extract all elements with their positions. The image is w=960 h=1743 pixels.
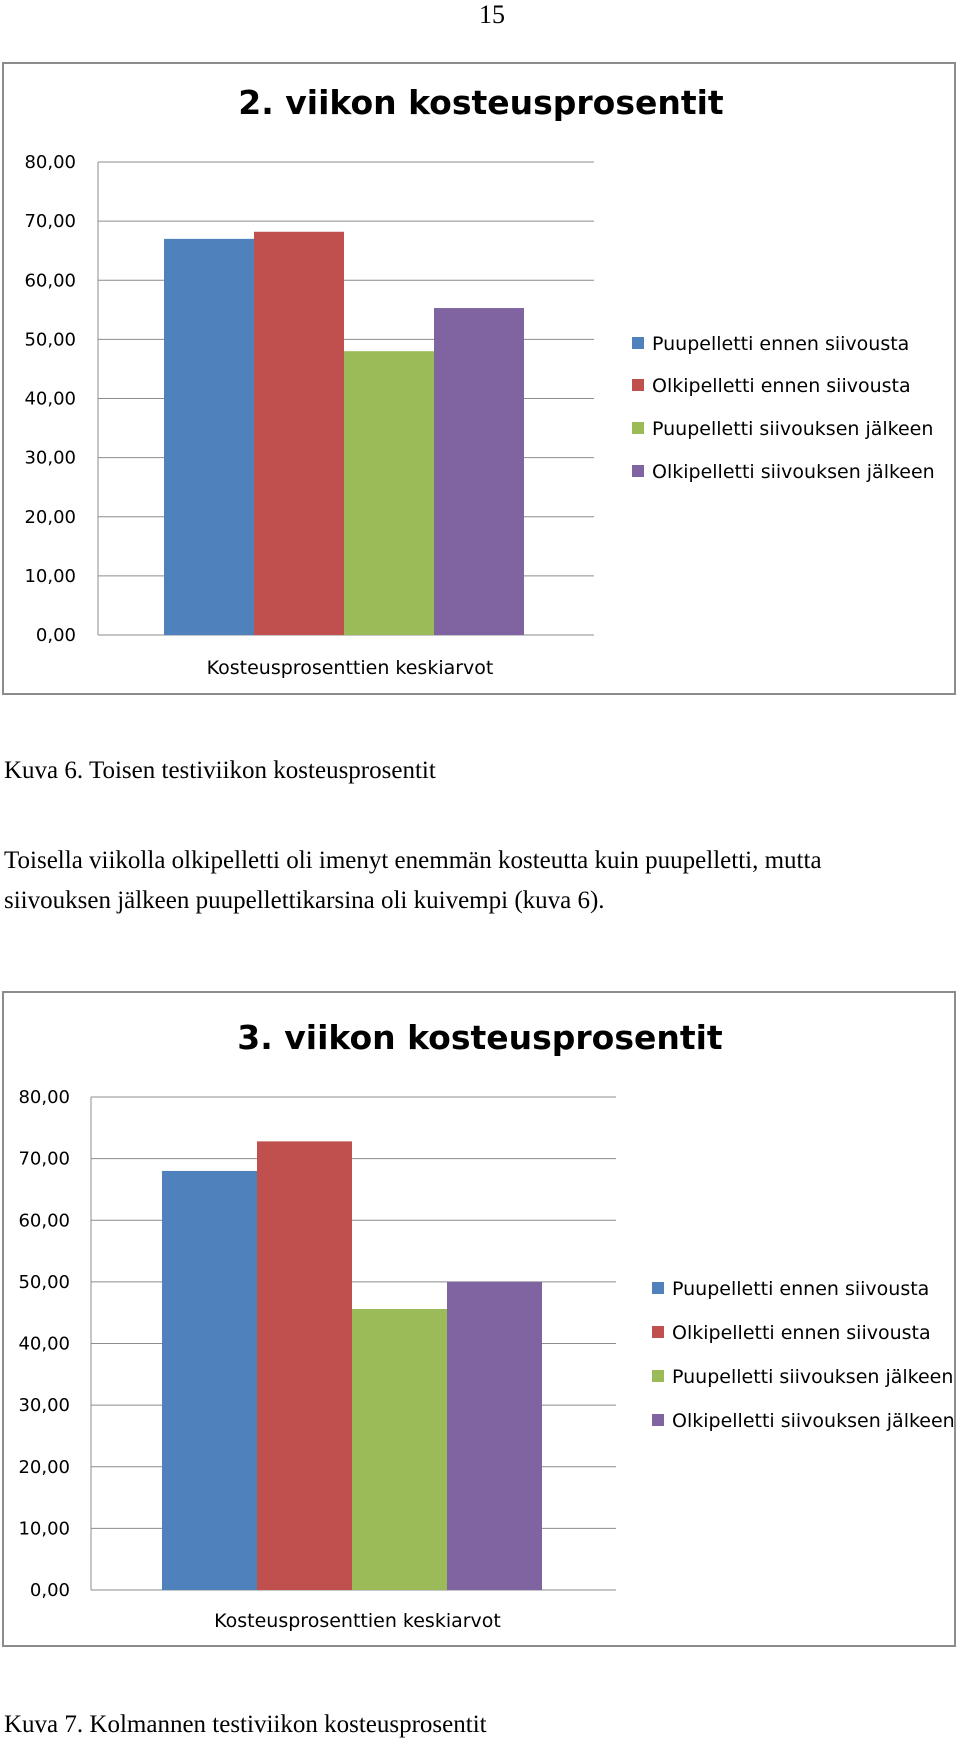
y-tick-label: 70,00 <box>18 1149 70 1170</box>
y-tick-label: 20,00 <box>24 507 76 528</box>
y-tick-label: 30,00 <box>24 448 76 469</box>
legend-swatch-3 <box>632 422 644 434</box>
legend-swatch-4 <box>652 1414 664 1426</box>
bar-series-3 <box>352 1308 447 1590</box>
legend-swatch-1 <box>632 337 644 349</box>
chart-title: 2. viikon kosteusprosentit <box>238 83 724 122</box>
bar-series-2 <box>257 1141 352 1590</box>
legend-label-2: Olkipelletti ennen siivousta <box>652 375 911 397</box>
chart-week2: 2. viikon kosteusprosentit 0,00 10,00 20,00… <box>2 62 956 695</box>
chart-week3-svg: 3. viikon kosteusprosentit 0,00 10,00 20,00… <box>18 1018 955 1632</box>
bar-series-1 <box>162 1170 257 1590</box>
legend-swatch-1 <box>652 1282 664 1294</box>
legend-label-3: Puupelletti siivouksen jälkeen <box>652 418 933 440</box>
y-tick-label: 70,00 <box>24 211 76 232</box>
x-axis-label: Kosteusprosenttien keskiarvot <box>214 1610 501 1632</box>
figure7-caption: Kuva 7. Kolmannen testiviikon kosteuspro… <box>4 1711 487 1738</box>
paragraph-line-1: Toisella viikolla olkipelletti oli imeny… <box>4 847 822 874</box>
figure6-caption: Kuva 6. Toisen testiviikon kosteusprosen… <box>4 757 436 784</box>
y-tick-label: 30,00 <box>18 1395 70 1416</box>
legend-label-1: Puupelletti ennen siivousta <box>672 1278 929 1300</box>
legend-label-2: Olkipelletti ennen siivousta <box>672 1322 931 1344</box>
y-tick-label: 60,00 <box>24 270 76 291</box>
y-tick-label: 10,00 <box>18 1518 70 1539</box>
bar-series-4 <box>447 1281 542 1590</box>
y-tick-label: 50,00 <box>24 329 76 350</box>
y-tick-label: 40,00 <box>24 389 76 410</box>
legend-label-3: Puupelletti siivouksen jälkeen <box>672 1366 953 1388</box>
legend-swatch-2 <box>652 1326 664 1338</box>
body-paragraph: Toisella viikolla olkipelletti oli imeny… <box>4 841 960 921</box>
legend-swatch-3 <box>652 1370 664 1382</box>
paragraph-line-2: siivouksen jälkeen puupellettikarsina ol… <box>4 887 605 914</box>
bar-series-4 <box>434 308 524 635</box>
chart-title: 3. viikon kosteusprosentit <box>237 1018 723 1057</box>
legend-label-4: Olkipelletti siivouksen jälkeen <box>672 1410 955 1432</box>
y-tick-label: 80,00 <box>18 1087 70 1108</box>
legend-swatch-4 <box>632 465 644 477</box>
legend-swatch-2 <box>632 379 644 391</box>
y-tick-label: 60,00 <box>18 1210 70 1231</box>
y-tick-label: 50,00 <box>18 1272 70 1293</box>
legend-label-1: Puupelletti ennen siivousta <box>652 333 909 355</box>
chart-week3: 3. viikon kosteusprosentit 0,00 10,00 20,00… <box>2 991 956 1647</box>
y-tick-label: 0,00 <box>30 1580 70 1601</box>
legend-label-4: Olkipelletti siivouksen jälkeen <box>652 461 935 483</box>
y-tick-label: 40,00 <box>18 1334 70 1355</box>
page-number: 15 <box>479 0 505 29</box>
y-tick-label: 0,00 <box>36 625 76 646</box>
bar-series-1 <box>164 238 254 636</box>
y-tick-label: 10,00 <box>24 566 76 587</box>
bar-series-3 <box>344 351 434 635</box>
bar-series-2 <box>254 231 344 635</box>
y-tick-label: 20,00 <box>18 1457 70 1478</box>
chart-week2-svg: 2. viikon kosteusprosentit 0,00 10,00 20,00… <box>24 83 935 679</box>
x-axis-label: Kosteusprosenttien keskiarvot <box>207 657 494 679</box>
y-tick-label: 80,00 <box>24 152 76 173</box>
